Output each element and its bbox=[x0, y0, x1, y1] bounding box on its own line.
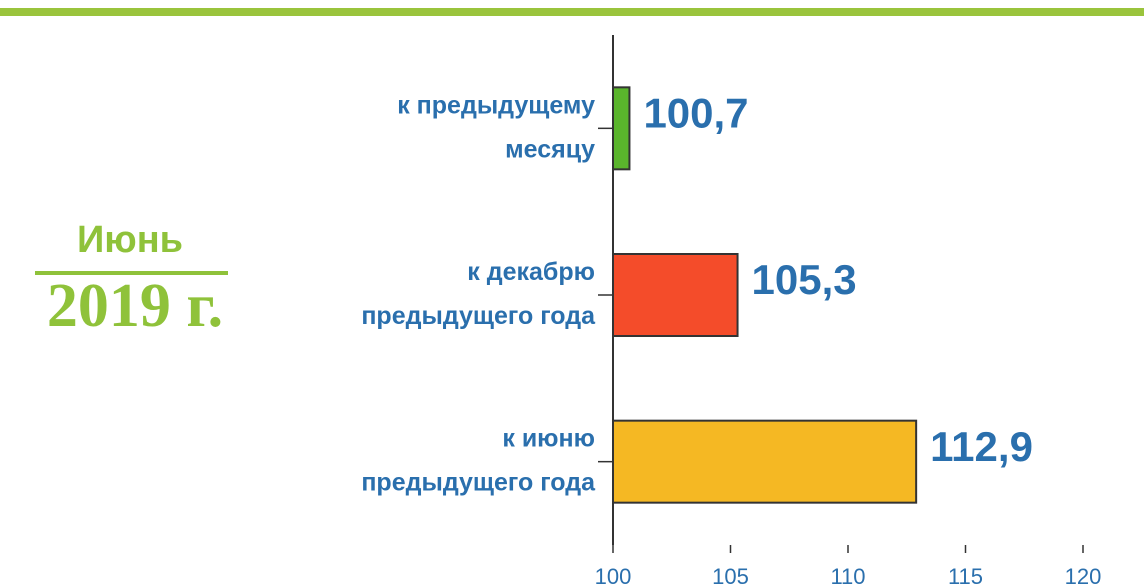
top-band bbox=[0, 8, 1144, 16]
chart-title: Июнь bbox=[77, 219, 183, 261]
x-tick-label: 110 bbox=[830, 564, 865, 588]
x-tick-label: 115 bbox=[948, 564, 983, 588]
category-label: к предыдущему месяцу bbox=[397, 91, 595, 163]
value-label: 105,3 bbox=[752, 256, 857, 303]
bar bbox=[612, 86, 631, 171]
category-label: к июню предыдущего года bbox=[361, 424, 596, 496]
x-tick-label: 105 bbox=[712, 564, 749, 588]
x-tick-label: 100 bbox=[595, 564, 632, 588]
bar bbox=[612, 419, 918, 504]
x-tick-label: 120 bbox=[1065, 564, 1102, 588]
bar bbox=[612, 253, 739, 337]
value-label: 100,7 bbox=[643, 89, 748, 136]
value-label: 112,9 bbox=[930, 423, 1033, 470]
category-label: к декабрю предыдущего года bbox=[361, 258, 596, 330]
chart-subtitle: 2019 г. bbox=[47, 272, 223, 340]
